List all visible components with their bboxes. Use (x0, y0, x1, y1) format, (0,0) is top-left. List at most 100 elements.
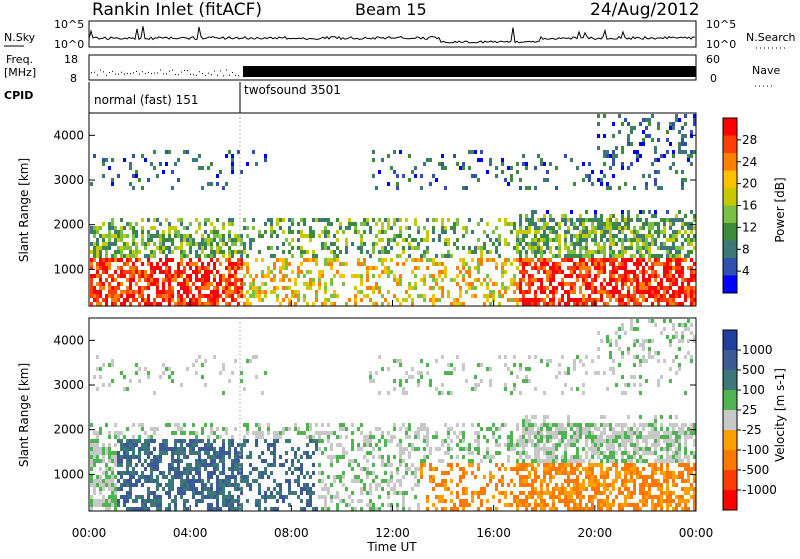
range-gate-cell (645, 447, 648, 451)
range-gate-cell (186, 294, 189, 298)
range-gate-cell (210, 455, 213, 459)
range-gate-cell (357, 499, 360, 503)
range-gate-cell (378, 218, 381, 222)
range-gate-cell (183, 471, 186, 475)
range-gate-cell (417, 467, 420, 471)
range-gate-cell (591, 455, 594, 459)
range-gate-cell (162, 471, 165, 475)
range-gate-cell (426, 439, 429, 443)
range-gate-cell (585, 238, 588, 242)
range-gate-cell (525, 218, 528, 222)
range-gate-cell (477, 451, 480, 455)
range-gate-cell (624, 391, 627, 395)
range-gate-cell (636, 503, 639, 507)
range-gate-cell (147, 479, 150, 483)
range-gate-cell (600, 459, 603, 463)
range-gate-cell (432, 258, 435, 262)
range-gate-cell (426, 218, 429, 222)
range-gate-cell (447, 254, 450, 258)
range-gate-cell (372, 447, 375, 451)
range-gate-cell (150, 238, 153, 242)
range-gate-cell (276, 222, 279, 226)
range-gate-cell (534, 487, 537, 491)
range-gate-cell (621, 443, 624, 447)
range-gate-cell (300, 431, 303, 435)
range-gate-cell (690, 210, 693, 214)
range-gate-cell (483, 435, 486, 439)
range-gate-cell (420, 238, 423, 242)
range-gate-cell (564, 455, 567, 459)
range-gate-cell (96, 266, 99, 270)
range-gate-cell (630, 435, 633, 439)
range-gate-cell (291, 294, 294, 298)
range-gate-cell (546, 270, 549, 274)
range-gate-cell (642, 238, 645, 242)
range-gate-cell (645, 234, 648, 238)
range-gate-cell (591, 222, 594, 226)
range-gate-cell (279, 491, 282, 495)
range-gate-cell (579, 230, 582, 234)
range-gate-cell (492, 290, 495, 294)
range-gate-cell (300, 507, 303, 511)
range-gate-cell (690, 162, 693, 166)
range-gate-cell (534, 355, 537, 359)
range-gate-cell (132, 475, 135, 479)
range-gate-cell (417, 435, 420, 439)
range-gate-cell (501, 274, 504, 278)
range-gate-cell (444, 238, 447, 242)
range-gate-cell (93, 226, 96, 230)
range-gate-cell (204, 286, 207, 290)
range-gate-cell (639, 459, 642, 463)
range-gate-cell (672, 122, 675, 126)
range-gate-cell (444, 274, 447, 278)
range-gate-cell (639, 258, 642, 262)
range-gate-cell (408, 234, 411, 238)
range-gate-cell (420, 278, 423, 282)
range-gate-cell (633, 471, 636, 475)
range-gate-cell (117, 499, 120, 503)
range-gate-cell (261, 274, 264, 278)
range-gate-cell (597, 439, 600, 443)
range-gate-cell (366, 286, 369, 290)
range-gate-cell (495, 483, 498, 487)
range-gate-cell (393, 222, 396, 226)
range-gate-cell (621, 491, 624, 495)
range-gate-cell (630, 238, 633, 242)
range-gate-cell (462, 367, 465, 371)
range-gate-cell (177, 487, 180, 491)
range-gate-cell (519, 186, 522, 190)
range-gate-cell (456, 238, 459, 242)
range-gate-cell (651, 234, 654, 238)
range-gate-cell (576, 439, 579, 443)
range-gate-cell (210, 491, 213, 495)
range-gate-cell (582, 479, 585, 483)
range-gate-cell (426, 246, 429, 250)
range-gate-cell (600, 246, 603, 250)
range-gate-cell (123, 290, 126, 294)
range-gate-cell (174, 499, 177, 503)
range-gate-cell (426, 495, 429, 499)
range-gate-cell (573, 286, 576, 290)
range-gate-cell (606, 222, 609, 226)
range-gate-cell (672, 230, 675, 234)
range-gate-cell (189, 447, 192, 451)
range-gate-cell (195, 302, 198, 306)
range-gate-cell (606, 435, 609, 439)
range-gate-cell (636, 274, 639, 278)
range-gate-cell (600, 483, 603, 487)
range-gate-cell (135, 471, 138, 475)
range-gate-cell (621, 226, 624, 230)
range-gate-cell (252, 290, 255, 294)
range-gate-cell (162, 270, 165, 274)
range-gate-cell (483, 487, 486, 491)
range-gate-cell (624, 447, 627, 451)
range-gate-cell (642, 495, 645, 499)
range-gate-cell (198, 258, 201, 262)
range-gate-cell (612, 234, 615, 238)
range-gate-cell (549, 467, 552, 471)
range-gate-cell (219, 274, 222, 278)
range-gate-cell (351, 491, 354, 495)
range-gate-cell (573, 423, 576, 427)
range-gate-cell (177, 178, 180, 182)
range-gate-cell (375, 234, 378, 238)
